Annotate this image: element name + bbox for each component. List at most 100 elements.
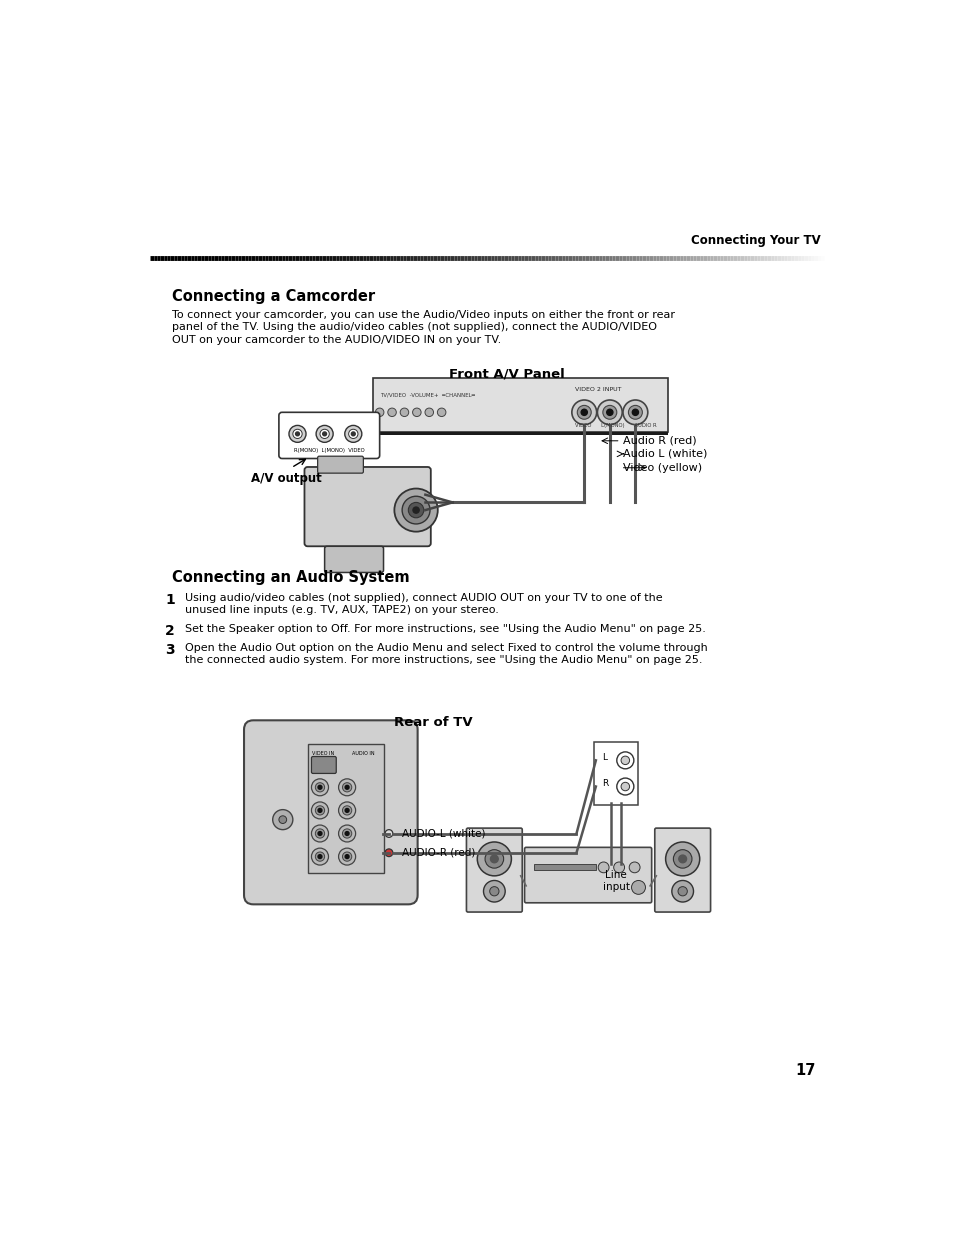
Text: Audio L (white): Audio L (white) — [622, 448, 706, 459]
Circle shape — [476, 842, 511, 876]
Circle shape — [317, 855, 321, 858]
Text: AUDIO-R (red): AUDIO-R (red) — [402, 847, 475, 858]
Circle shape — [620, 782, 629, 790]
Circle shape — [338, 848, 355, 864]
FancyBboxPatch shape — [594, 742, 637, 805]
FancyBboxPatch shape — [654, 829, 710, 911]
Circle shape — [602, 405, 617, 419]
Circle shape — [620, 756, 629, 764]
Text: TV/VIDEO  -VOLUME+  ═CHANNEL═: TV/VIDEO -VOLUME+ ═CHANNEL═ — [379, 391, 474, 398]
Circle shape — [342, 852, 352, 861]
Text: VIDEO      L(MONO)      AUDIO R: VIDEO L(MONO) AUDIO R — [575, 422, 656, 427]
Circle shape — [484, 850, 503, 868]
Text: VIDEO IN: VIDEO IN — [312, 751, 335, 756]
Circle shape — [423, 508, 427, 513]
Text: the connected audio system. For more instructions, see "Using the Audio Menu" on: the connected audio system. For more ins… — [185, 655, 702, 664]
Circle shape — [315, 805, 324, 815]
Circle shape — [322, 432, 326, 436]
Text: Rear of TV: Rear of TV — [394, 716, 473, 730]
Circle shape — [613, 862, 624, 873]
Circle shape — [289, 425, 306, 442]
Circle shape — [420, 498, 429, 506]
Circle shape — [273, 810, 293, 830]
Text: 1: 1 — [165, 593, 174, 608]
Text: 3: 3 — [165, 643, 174, 657]
Circle shape — [342, 783, 352, 792]
Circle shape — [629, 862, 639, 873]
Circle shape — [632, 409, 638, 415]
Text: Line
input: Line input — [602, 871, 629, 892]
Circle shape — [577, 405, 591, 419]
Text: 2: 2 — [165, 624, 174, 638]
Circle shape — [489, 887, 498, 895]
Circle shape — [571, 400, 596, 425]
FancyBboxPatch shape — [373, 431, 667, 435]
Circle shape — [597, 400, 621, 425]
Circle shape — [317, 809, 321, 813]
FancyBboxPatch shape — [373, 378, 667, 431]
Text: AUDIO IN: AUDIO IN — [352, 751, 374, 756]
Circle shape — [665, 842, 699, 876]
Text: Connecting a Camcorder: Connecting a Camcorder — [172, 289, 375, 304]
Text: Video (yellow): Video (yellow) — [622, 463, 701, 473]
Circle shape — [345, 809, 349, 813]
Text: Front A/V Panel: Front A/V Panel — [449, 368, 564, 380]
Circle shape — [423, 500, 427, 504]
Circle shape — [338, 779, 355, 795]
Circle shape — [423, 493, 427, 496]
Text: Connecting Your TV: Connecting Your TV — [690, 233, 820, 247]
Circle shape — [678, 887, 686, 895]
Circle shape — [580, 409, 587, 415]
Circle shape — [483, 881, 505, 902]
Circle shape — [375, 408, 383, 416]
Text: Using audio/video cables (not supplied), connect AUDIO OUT on your TV to one of : Using audio/video cables (not supplied),… — [185, 593, 662, 603]
Text: Audio R (red): Audio R (red) — [622, 436, 696, 446]
Circle shape — [628, 405, 641, 419]
Circle shape — [387, 408, 395, 416]
Circle shape — [402, 496, 430, 524]
Circle shape — [278, 816, 286, 824]
Circle shape — [412, 408, 420, 416]
Text: A/V output: A/V output — [251, 472, 321, 484]
Circle shape — [606, 858, 615, 866]
Text: L: L — [601, 753, 606, 762]
Circle shape — [315, 829, 324, 839]
Text: AUDIO-L (white): AUDIO-L (white) — [402, 829, 485, 839]
FancyBboxPatch shape — [524, 847, 651, 903]
Circle shape — [338, 825, 355, 842]
Circle shape — [342, 805, 352, 815]
Circle shape — [385, 848, 393, 857]
Circle shape — [293, 430, 302, 438]
Circle shape — [598, 862, 608, 873]
Circle shape — [413, 508, 418, 514]
FancyBboxPatch shape — [308, 745, 383, 873]
FancyBboxPatch shape — [311, 757, 335, 773]
Text: R(MONO)  L(MONO)  VIDEO: R(MONO) L(MONO) VIDEO — [294, 447, 364, 452]
Circle shape — [622, 400, 647, 425]
Circle shape — [490, 855, 497, 863]
Circle shape — [311, 848, 328, 864]
Circle shape — [420, 506, 429, 514]
Circle shape — [424, 408, 433, 416]
FancyBboxPatch shape — [244, 720, 417, 904]
Text: To connect your camcorder, you can use the Audio/Video inputs on either the fron: To connect your camcorder, you can use t… — [172, 310, 674, 320]
FancyBboxPatch shape — [466, 829, 521, 911]
Circle shape — [408, 503, 423, 517]
Circle shape — [385, 830, 393, 837]
Circle shape — [317, 831, 321, 835]
Text: 17: 17 — [795, 1063, 815, 1078]
Circle shape — [345, 785, 349, 789]
Circle shape — [617, 752, 633, 769]
Circle shape — [394, 489, 437, 531]
Circle shape — [311, 802, 328, 819]
Circle shape — [345, 855, 349, 858]
Circle shape — [436, 408, 445, 416]
FancyBboxPatch shape — [278, 412, 379, 458]
Text: R: R — [601, 779, 608, 788]
Circle shape — [420, 490, 429, 499]
Circle shape — [345, 831, 349, 835]
Circle shape — [315, 425, 333, 442]
Circle shape — [311, 779, 328, 795]
FancyBboxPatch shape — [304, 467, 431, 546]
Circle shape — [606, 409, 612, 415]
